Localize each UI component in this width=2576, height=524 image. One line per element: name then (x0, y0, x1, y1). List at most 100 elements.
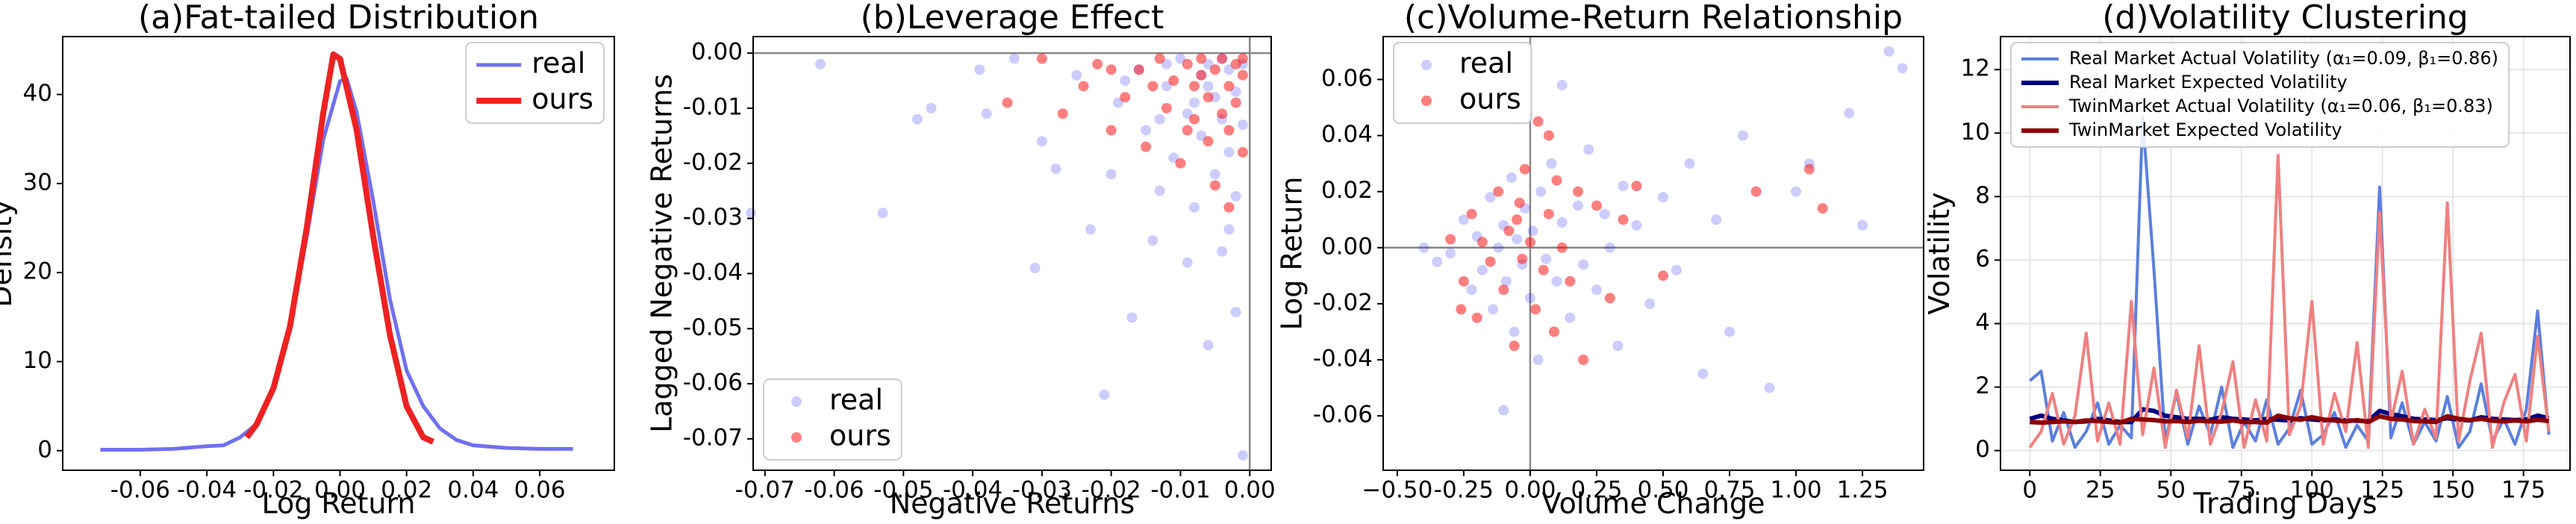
point (1644, 298, 1656, 309)
point (1527, 225, 1538, 237)
x-tick-label: 0.04 (447, 477, 499, 504)
point (1509, 340, 1520, 352)
point (1551, 275, 1562, 287)
y-axis-label: Lagged Negative Returns (645, 74, 678, 433)
x-tick-label: 0.02 (381, 477, 432, 504)
x-tick-label: -0.25 (1434, 477, 1494, 504)
legend-swatch (791, 432, 802, 443)
point (1657, 192, 1668, 203)
y-tick-label: 12 (1961, 55, 1990, 82)
x-tick-label: -0.04 (177, 477, 237, 504)
point (1057, 108, 1068, 119)
point (1203, 81, 1214, 92)
point (1512, 214, 1523, 225)
point (1445, 234, 1456, 245)
point (1883, 46, 1894, 57)
x-tick-label: 0.00 (1224, 477, 1276, 504)
point (1237, 119, 1248, 131)
point (1548, 326, 1559, 337)
point (1476, 237, 1488, 248)
point (1551, 175, 1562, 186)
point (1458, 214, 1469, 225)
point (1517, 253, 1528, 264)
y-axis-label: Density (0, 199, 18, 307)
point (1509, 326, 1520, 337)
point (1817, 203, 1828, 214)
chart-title: (d)Volatility Clustering (2102, 0, 2468, 37)
point (1230, 97, 1241, 108)
x-tick-label: 175 (2501, 477, 2545, 504)
point (1203, 92, 1214, 103)
point (1498, 405, 1509, 416)
point (1217, 246, 1228, 257)
point (877, 208, 888, 219)
x-tick-label: 50 (2156, 477, 2186, 504)
point (1237, 69, 1248, 81)
x-tick-label: 0.50 (1637, 477, 1688, 504)
point (1456, 304, 1467, 315)
point (1154, 185, 1165, 196)
y-tick-label: -0.06 (683, 369, 743, 396)
axes-frame (62, 36, 615, 471)
point (1092, 58, 1103, 69)
point (1524, 293, 1535, 304)
chart-title: (b)Leverage Effect (861, 0, 1164, 37)
y-tick-label: 0 (1975, 436, 1990, 463)
point (1541, 253, 1552, 264)
point (1182, 58, 1193, 69)
point (1604, 242, 1615, 253)
point (1217, 108, 1228, 119)
x-tick-label: 0 (2022, 477, 2037, 504)
y-axis-label: Volatility (1923, 192, 1956, 314)
point (1524, 237, 1535, 248)
y-tick-label: 0 (37, 436, 52, 463)
point (1506, 172, 1518, 183)
line (244, 51, 435, 445)
point (1196, 53, 1207, 64)
y-tick-label: -0.03 (683, 204, 743, 231)
point (1189, 81, 1200, 92)
legend-label: Real Market Actual Volatility (α₁=0.09, … (2069, 48, 2498, 69)
point (1543, 208, 1554, 219)
point (1182, 257, 1193, 268)
point (926, 102, 937, 113)
point (1565, 312, 1576, 323)
point (1050, 163, 1061, 175)
x-tick-label: -0.05 (873, 477, 933, 504)
point (1764, 382, 1775, 393)
x-tick-label: 25 (2086, 477, 2115, 504)
point (1445, 248, 1456, 259)
point (1519, 163, 1530, 175)
point (1538, 264, 1549, 275)
point (1493, 242, 1504, 253)
point (1556, 217, 1568, 228)
y-tick-label: 0.02 (1321, 177, 1373, 204)
point (1591, 284, 1602, 296)
point (1493, 186, 1504, 197)
x-axis-label: Trading Days (2192, 487, 2377, 520)
point (981, 108, 992, 119)
point (1168, 75, 1179, 87)
point (1485, 256, 1496, 267)
legend-label: ours (829, 419, 891, 452)
point (1556, 242, 1568, 253)
y-tick-label: 0.04 (1321, 121, 1373, 148)
point (1175, 157, 1186, 169)
point (974, 64, 985, 75)
point (1189, 97, 1200, 108)
point (1105, 125, 1117, 136)
x-tick-label: 75 (2227, 477, 2256, 504)
point (1697, 368, 1709, 379)
x-tick-label: -0.02 (1082, 477, 1141, 504)
point (814, 58, 826, 69)
point (1471, 312, 1482, 323)
point (1657, 270, 1668, 281)
point (1223, 224, 1235, 235)
line (2028, 154, 2551, 449)
legend-swatch (791, 396, 802, 407)
chart-title: (c)Volume-Return Relationship (1404, 0, 1903, 37)
point (1578, 355, 1589, 366)
point (911, 113, 923, 125)
